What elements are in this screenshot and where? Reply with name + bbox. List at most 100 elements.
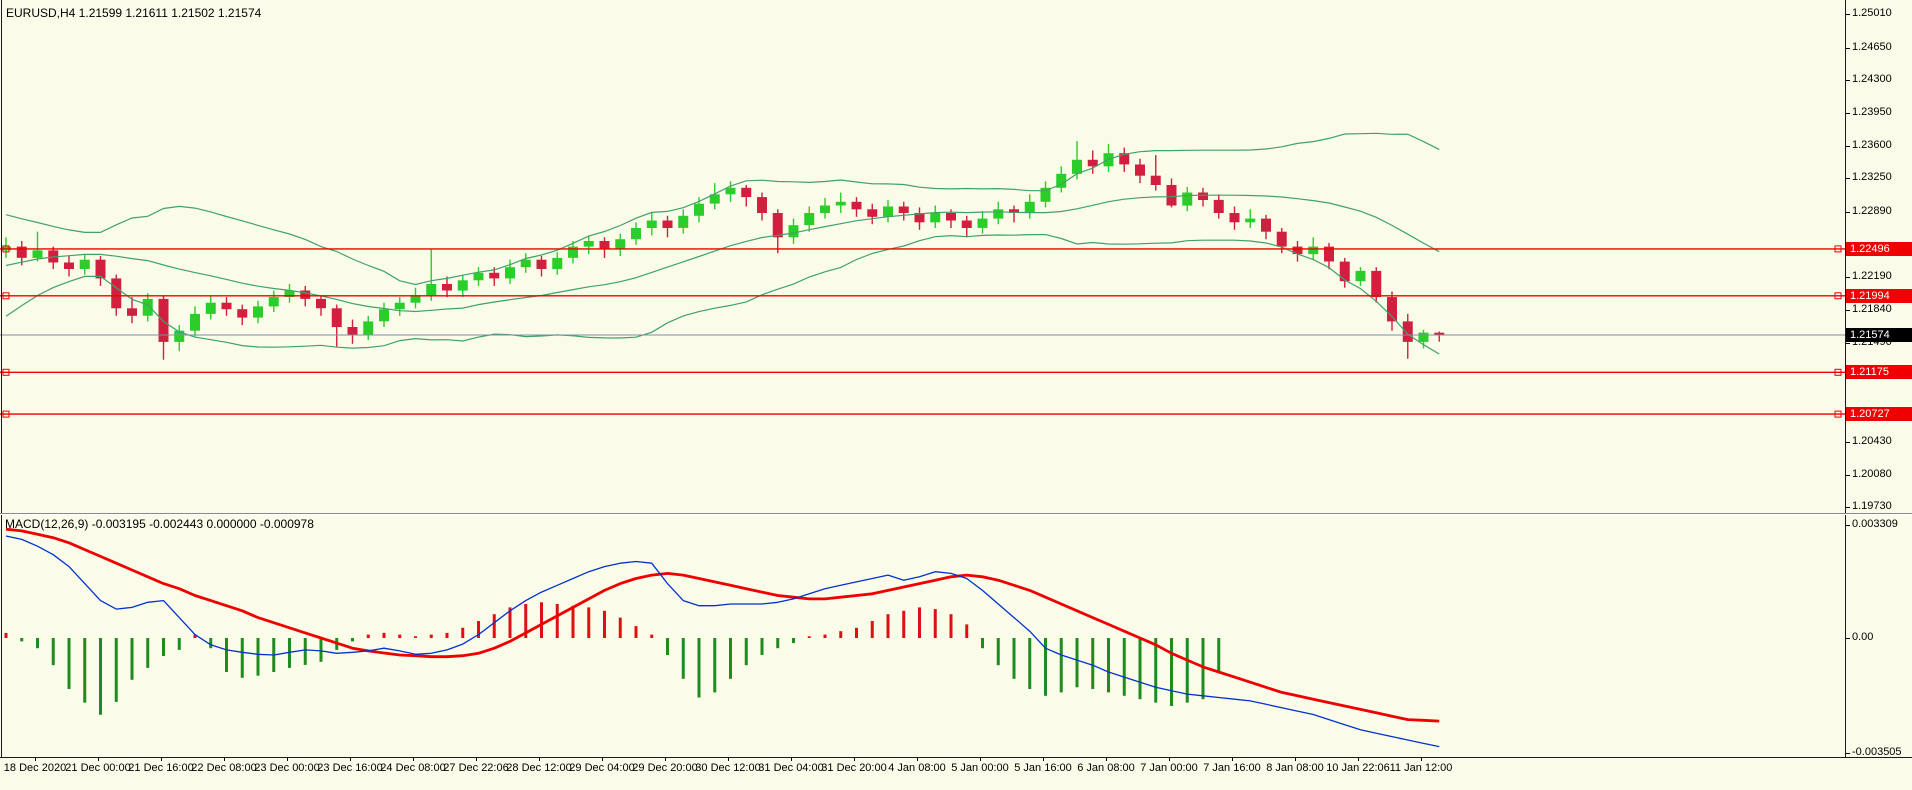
time-axis-label: 24 Dec 08:00 xyxy=(380,762,446,774)
macd-axis-tick xyxy=(1845,638,1850,639)
candle-body xyxy=(1056,173,1067,188)
candle-body xyxy=(442,284,452,291)
candle-body xyxy=(410,295,421,303)
line-anchor-square[interactable] xyxy=(1834,410,1842,418)
candle-body xyxy=(1009,209,1019,213)
axis-border xyxy=(1845,0,1846,757)
candle-body xyxy=(1292,246,1303,255)
candle-body xyxy=(804,213,815,226)
macd-axis-tick xyxy=(1845,525,1850,526)
candle-body xyxy=(1040,187,1051,202)
candle-body xyxy=(394,302,405,310)
macd-indicator-header: MACD(12,26,9) -0.003195 -0.002443 0.0000… xyxy=(5,517,314,531)
macd-main-line xyxy=(5,535,1440,748)
candle-body xyxy=(946,213,956,221)
line-anchor-square[interactable] xyxy=(1834,368,1842,376)
price-axis-label: 1.23950 xyxy=(1852,106,1892,119)
candle-body xyxy=(1198,192,1208,200)
candle-body xyxy=(16,246,27,258)
line-anchor-square[interactable] xyxy=(1834,292,1842,300)
candle-body xyxy=(741,187,752,198)
time-axis-label: 21 Dec 16:00 xyxy=(128,762,194,774)
candle-body xyxy=(788,225,799,238)
candle-body xyxy=(914,213,925,223)
candle-body xyxy=(300,290,311,299)
left-border xyxy=(1,0,2,757)
price-axis-label: 1.23250 xyxy=(1852,171,1892,184)
time-axis-label: 31 Dec 20:00 xyxy=(821,762,887,774)
line-anchor-square[interactable] xyxy=(2,410,10,418)
price-axis-tick xyxy=(1845,475,1850,476)
pane-splitter[interactable] xyxy=(0,513,1912,514)
line-anchor-square[interactable] xyxy=(2,292,10,300)
time-axis-tick xyxy=(1358,757,1359,761)
candle-body xyxy=(426,284,437,296)
candle-body xyxy=(142,298,153,316)
candle-body xyxy=(111,278,122,309)
price-axis-tick xyxy=(1845,277,1850,278)
line-anchor-square[interactable] xyxy=(1834,245,1842,253)
candle-body xyxy=(1072,159,1082,174)
time-axis-label: 31 Dec 04:00 xyxy=(758,762,824,774)
price-chart-pane[interactable] xyxy=(0,0,1912,513)
price-axis-label: 1.24300 xyxy=(1852,73,1892,86)
candle-body xyxy=(961,220,972,228)
time-axis-tick xyxy=(728,757,729,761)
candle-body xyxy=(268,297,279,307)
time-axis-tick xyxy=(665,757,666,761)
time-axis-label: 30 Dec 12:00 xyxy=(695,762,761,774)
pane-splitter-highlight xyxy=(0,514,1912,515)
candle-body xyxy=(347,327,358,335)
time-axis-tick xyxy=(476,757,477,761)
candle-body xyxy=(646,220,657,228)
time-axis-label: 27 Dec 22:06 xyxy=(443,762,509,774)
candle-body xyxy=(1261,218,1271,232)
time-axis-label: 23 Dec 00:00 xyxy=(254,762,320,774)
candle-body xyxy=(1355,270,1366,282)
candle-body xyxy=(127,308,137,316)
candle-body xyxy=(867,209,878,217)
time-axis-tick xyxy=(1232,757,1233,761)
candle-body xyxy=(615,239,626,250)
candle-body xyxy=(32,250,43,258)
macd-pane[interactable] xyxy=(0,516,1912,757)
time-axis-tick xyxy=(161,757,162,761)
candle-body xyxy=(190,313,200,331)
candle-body xyxy=(993,209,1004,219)
candle-body xyxy=(1387,297,1397,322)
bollinger-lower-band xyxy=(5,234,1440,355)
candle-body xyxy=(883,206,893,217)
candle-body xyxy=(237,309,248,318)
time-axis-tick xyxy=(413,757,414,761)
candle-body xyxy=(221,302,232,310)
current-price-box: 1.21574 xyxy=(1846,328,1912,342)
line-anchor-square[interactable] xyxy=(2,368,10,376)
candle-body xyxy=(725,187,736,195)
price-axis-label: 1.20430 xyxy=(1852,434,1892,447)
time-axis-label: 22 Dec 08:00 xyxy=(191,762,257,774)
candle-body xyxy=(379,309,389,322)
time-axis-tick xyxy=(854,757,855,761)
symbol-ohlc-header: EURUSD,H4 1.21599 1.21611 1.21502 1.2157… xyxy=(6,6,262,20)
level-price-box: 1.22496 xyxy=(1846,241,1912,256)
price-axis-label: 1.22190 xyxy=(1852,270,1892,283)
line-anchor-square[interactable] xyxy=(2,245,10,253)
time-axis-tick xyxy=(350,757,351,761)
level-price-box: 1.21994 xyxy=(1846,288,1912,303)
candle-body xyxy=(253,306,263,318)
candle-body xyxy=(1229,213,1240,223)
candle-body xyxy=(694,203,704,216)
candle-body xyxy=(977,218,988,228)
candle-body xyxy=(1308,246,1319,255)
time-axis-tick xyxy=(1043,757,1044,761)
time-axis-label: 7 Jan 00:00 xyxy=(1140,762,1198,774)
candle-body xyxy=(79,259,90,269)
candle-body xyxy=(1245,218,1256,223)
candle-body xyxy=(1119,153,1130,165)
time-axis-tick xyxy=(98,757,99,761)
candle-body xyxy=(1166,185,1177,206)
candle-body xyxy=(662,220,673,228)
price-axis-label: 1.23600 xyxy=(1852,138,1892,151)
candle-body xyxy=(709,194,720,204)
candle-body xyxy=(1087,159,1098,167)
